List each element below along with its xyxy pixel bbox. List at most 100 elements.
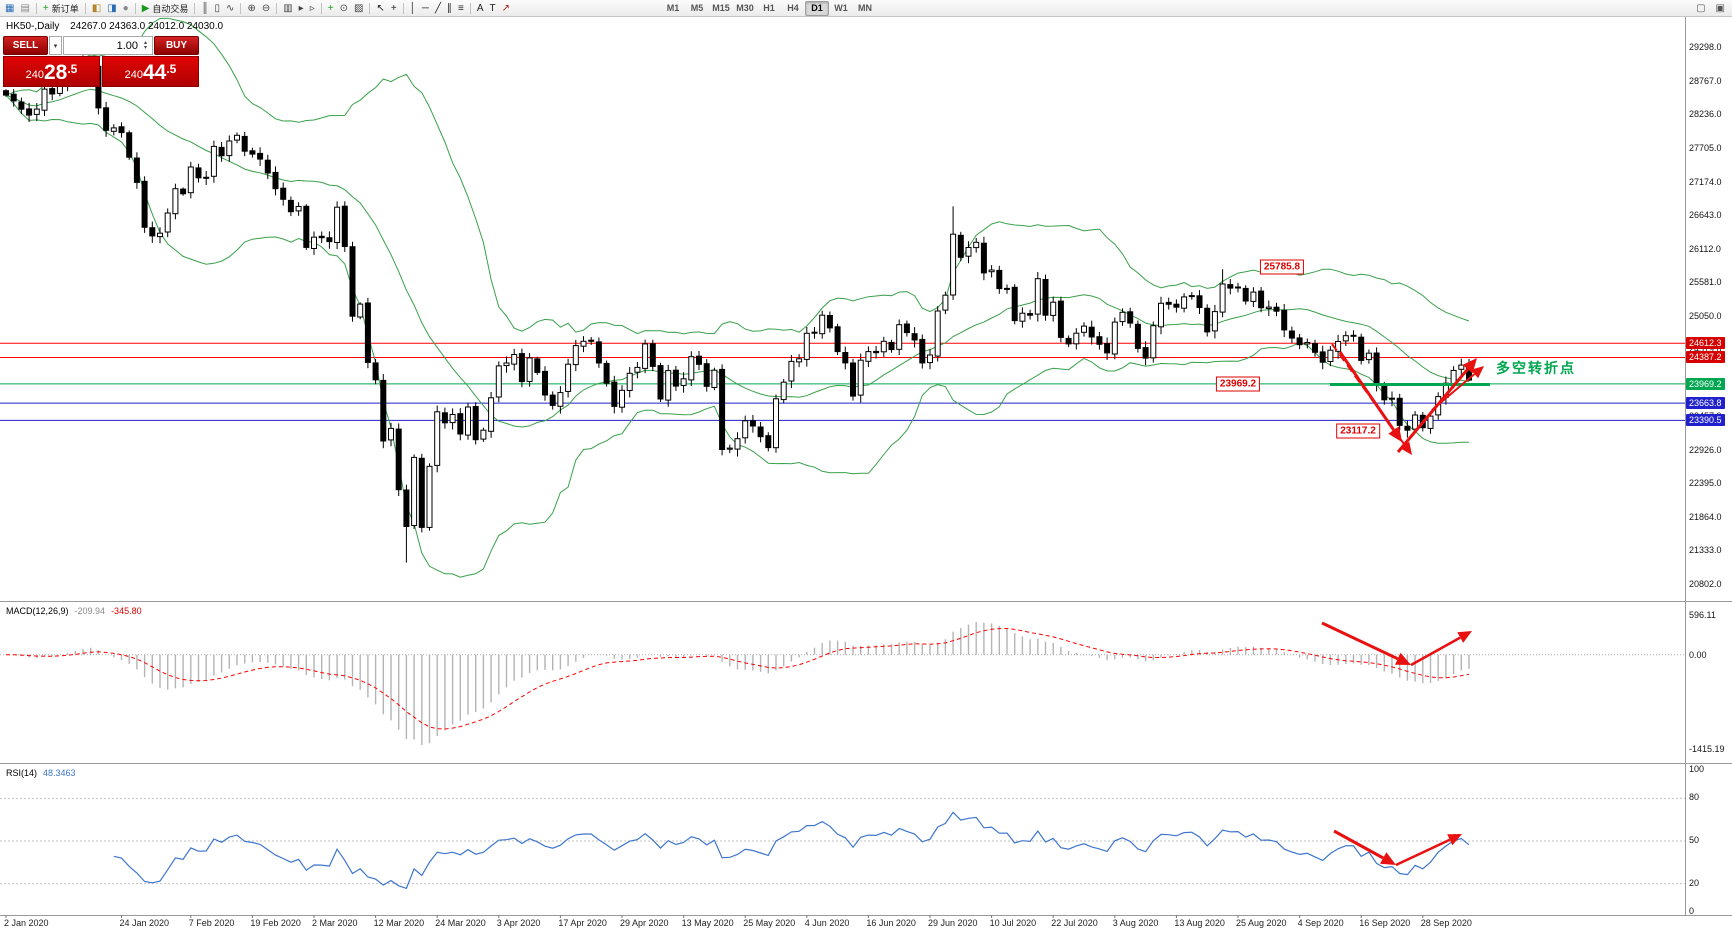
candle-body xyxy=(580,340,587,347)
candle-body xyxy=(773,398,779,449)
candle-body xyxy=(826,315,833,329)
candle-body xyxy=(950,233,957,296)
buy-button[interactable]: BUY xyxy=(154,36,199,55)
candle-body xyxy=(1027,313,1034,316)
candle-body xyxy=(241,135,248,152)
channel-icon[interactable]: ∥ xyxy=(444,1,455,16)
candle-body xyxy=(126,132,133,158)
candle-body xyxy=(388,427,394,441)
timeframe-d1[interactable]: D1 xyxy=(805,0,830,16)
candle-body xyxy=(403,489,410,527)
price-digits: 240 xyxy=(25,69,44,81)
chart-shift-icon[interactable]: ▹ xyxy=(307,1,318,16)
bar-chart-icon[interactable]: ║ xyxy=(198,1,211,16)
candlestick-series xyxy=(3,55,1472,563)
profiles-icon: ▤ xyxy=(20,2,30,14)
volume-up-button[interactable]: ▴ xyxy=(143,39,147,46)
auto-scroll-icon[interactable]: ▸ xyxy=(296,1,307,16)
sell-price-display[interactable]: 240 28.5 xyxy=(3,56,100,87)
candlestick-icon[interactable]: ▯ xyxy=(212,1,224,16)
candle-body xyxy=(634,366,641,373)
autotrading-button[interactable]: ▶ 自动交易 xyxy=(139,1,192,16)
candle-body xyxy=(218,146,225,157)
candle-body xyxy=(1134,323,1141,349)
horizontal-line-icon[interactable]: ─ xyxy=(419,1,432,16)
candle-body xyxy=(934,310,941,357)
candle-body xyxy=(272,171,279,190)
candle-body xyxy=(1373,352,1380,386)
new-order-button[interactable]: + 新订单 xyxy=(40,1,82,16)
candle-body xyxy=(803,332,810,360)
candle-body xyxy=(657,365,664,400)
timeframe-m30[interactable]: M30 xyxy=(736,3,754,13)
zoom-in-icon[interactable]: ⊕ xyxy=(244,1,258,16)
new-chart-icon[interactable]: ▦ xyxy=(2,1,17,16)
candle-body xyxy=(480,429,487,440)
market-watch-icon[interactable]: ◧ xyxy=(89,1,104,16)
maximize-window-icon[interactable]: ▣ xyxy=(1713,1,1728,16)
periods-icon[interactable]: ⊙ xyxy=(337,1,351,16)
zoom-out-icon[interactable]: ⊖ xyxy=(259,1,273,16)
candle-body xyxy=(788,360,795,382)
candle-body xyxy=(341,205,348,247)
candle-body xyxy=(418,457,425,528)
trendline-icon[interactable]: ╱ xyxy=(432,1,444,16)
candle-body xyxy=(1219,283,1226,313)
vertical-line-icon[interactable]: │ xyxy=(407,1,419,16)
text-icon[interactable]: A xyxy=(474,1,487,16)
timeframe-h1[interactable]: H1 xyxy=(763,3,775,13)
candle-body xyxy=(426,465,433,528)
candle-body xyxy=(1412,414,1419,430)
label-icon[interactable]: T xyxy=(487,1,499,16)
buy-price-display[interactable]: 240 44.5 xyxy=(102,56,199,87)
arrows-tool-icon[interactable]: ↗ xyxy=(499,1,513,16)
timeframe-m5[interactable]: M5 xyxy=(690,3,704,13)
candle-body xyxy=(472,406,479,441)
market-watch-icon: ◧ xyxy=(91,2,102,14)
toolbar-separator xyxy=(240,2,242,14)
chart-window-icon[interactable]: ▢ xyxy=(1693,1,1708,16)
candle-body xyxy=(141,180,148,228)
profiles-icon[interactable]: ▤ xyxy=(17,1,32,16)
candle-body xyxy=(703,363,710,387)
volume-input[interactable]: 1.00 ▴ ▾ xyxy=(63,36,153,55)
candle-body xyxy=(1211,311,1218,332)
candle-body xyxy=(349,246,356,317)
cursor-icon[interactable]: ↖ xyxy=(373,1,387,16)
line-chart-icon[interactable]: ∿ xyxy=(223,1,237,16)
templates-icon[interactable]: ▨ xyxy=(351,1,366,16)
candle-body xyxy=(334,206,341,243)
candle-body xyxy=(1050,301,1057,316)
indicators-icon: + xyxy=(327,2,334,14)
timeframe-w1[interactable]: W1 xyxy=(834,3,848,13)
candle-body xyxy=(1104,343,1111,354)
crosshair-icon[interactable]: + xyxy=(388,1,400,16)
candle-body xyxy=(903,323,910,334)
fibonacci-icon[interactable]: ≡ xyxy=(455,1,467,16)
toolbar-separator xyxy=(35,2,37,14)
candle-body xyxy=(557,392,564,407)
data-window-icon[interactable]: ◨ xyxy=(104,1,119,16)
trend-arrow xyxy=(1395,838,1451,867)
sell-button[interactable]: SELL xyxy=(3,36,48,55)
candle-body xyxy=(1296,337,1303,346)
timeframe-m1[interactable]: M1 xyxy=(666,3,680,13)
candle-body xyxy=(1165,301,1172,305)
toolbar: ▦ ▤ + 新订单 ◧ ◨ ● ▶ 自动交易 ║ ▯ ∿ ⊕ ⊖ ▥ ▸ ▹ + ⊙ ▨ ↖ + │ ─ ╱ ∥ ≡ A T ↗ M1 M5 M… xyxy=(0,0,1732,17)
timeframe-h4[interactable]: H4 xyxy=(787,3,799,13)
bollinger-middle-band xyxy=(5,88,1470,428)
candle-body xyxy=(888,341,895,351)
navigator-icon[interactable]: ● xyxy=(120,1,132,16)
volume-down-button[interactable]: ▾ xyxy=(143,44,147,51)
price-digits: 44 xyxy=(142,61,167,84)
toolbar-separator xyxy=(84,2,86,14)
candle-body xyxy=(287,199,294,213)
indicators-icon[interactable]: + xyxy=(325,1,337,16)
order-type-dropdown-icon[interactable]: ▾ xyxy=(49,36,62,55)
candle-body xyxy=(210,145,217,177)
line-chart-icon: ∿ xyxy=(226,2,235,14)
tile-windows-icon[interactable]: ▥ xyxy=(280,1,295,16)
timeframe-mn[interactable]: MN xyxy=(858,3,873,13)
timeframe-m15[interactable]: M15 xyxy=(712,3,730,13)
